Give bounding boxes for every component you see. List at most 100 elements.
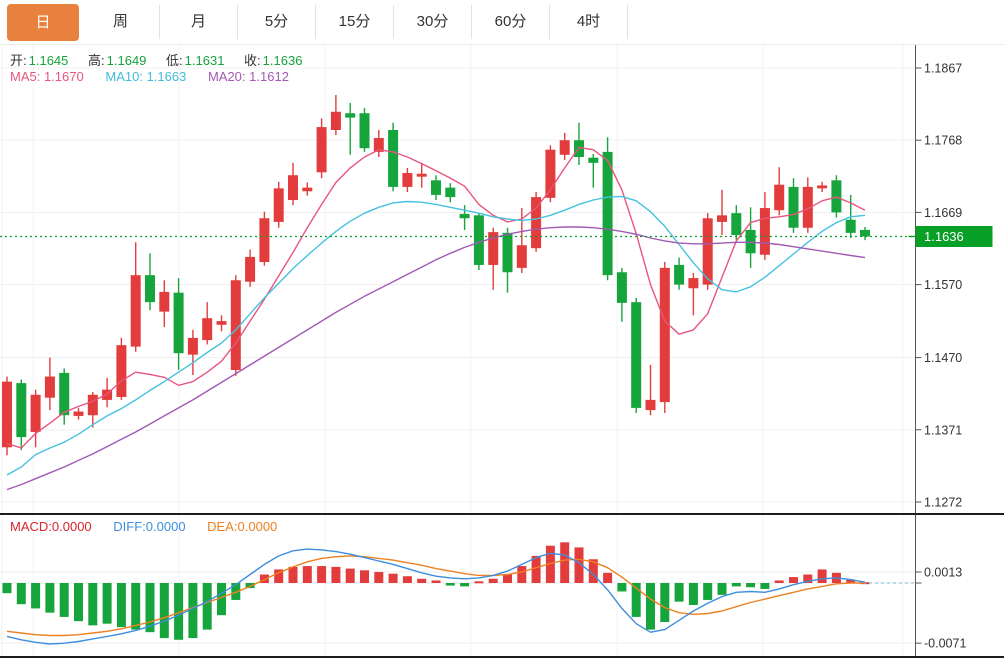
candle-body[interactable] — [259, 218, 270, 263]
macd-bar[interactable] — [274, 569, 284, 583]
macd-bar[interactable] — [488, 578, 498, 583]
macd-bar[interactable] — [460, 583, 470, 587]
candle-body[interactable] — [431, 180, 441, 195]
candle-body[interactable] — [488, 232, 499, 265]
macd-bar[interactable] — [503, 574, 512, 583]
candle-body[interactable] — [817, 185, 828, 189]
macd-bar[interactable] — [159, 583, 169, 639]
macd-bar[interactable] — [317, 566, 327, 583]
candle-body[interactable] — [802, 186, 813, 228]
macd-bar[interactable] — [288, 566, 298, 583]
macd-bar[interactable] — [345, 568, 355, 583]
candle-body[interactable] — [330, 111, 341, 130]
candle-body[interactable] — [245, 256, 256, 282]
macd-bar[interactable] — [560, 542, 570, 583]
candle-body[interactable] — [745, 229, 756, 254]
candle-body[interactable] — [688, 278, 699, 289]
candle-body[interactable] — [845, 219, 856, 233]
macd-bar[interactable] — [631, 583, 641, 617]
candle-body[interactable] — [288, 175, 298, 201]
macd-bar[interactable] — [717, 583, 727, 595]
candle-body[interactable] — [216, 321, 227, 325]
macd-bar[interactable] — [360, 570, 369, 583]
candle-body[interactable] — [302, 187, 313, 192]
macd-bar[interactable] — [231, 583, 241, 600]
candle-body[interactable] — [87, 394, 98, 416]
macd-bar[interactable] — [217, 583, 226, 616]
candle-body[interactable] — [731, 213, 742, 236]
candle-body[interactable] — [831, 180, 842, 213]
candle-body[interactable] — [373, 138, 384, 152]
macd-bar[interactable] — [402, 576, 412, 583]
candle-body[interactable] — [473, 215, 484, 265]
candle-body[interactable] — [502, 232, 513, 273]
candle-body[interactable] — [44, 376, 55, 398]
macd-bar[interactable] — [646, 583, 655, 630]
macd-bar[interactable] — [431, 580, 441, 583]
candle-body[interactable] — [402, 173, 413, 187]
macd-bar[interactable] — [116, 583, 126, 628]
tab-week[interactable]: 周 — [82, 5, 160, 39]
candle-body[interactable] — [717, 215, 727, 222]
macd-bar[interactable] — [31, 583, 41, 609]
candle-body[interactable] — [445, 187, 456, 198]
candle-body[interactable] — [2, 381, 12, 448]
candle-body[interactable] — [202, 318, 213, 341]
macd-bar[interactable] — [2, 583, 12, 594]
candle-body[interactable] — [59, 372, 70, 416]
candle-body[interactable] — [588, 157, 599, 163]
macd-bar[interactable] — [603, 572, 613, 583]
tab-day[interactable]: 日 — [7, 3, 79, 41]
macd-bar[interactable] — [574, 547, 584, 583]
macd-bar[interactable] — [302, 566, 312, 583]
macd-bar[interactable] — [202, 583, 212, 630]
candle-body[interactable] — [116, 345, 127, 397]
macd-bar[interactable] — [245, 583, 255, 589]
macd-bar[interactable] — [789, 577, 798, 583]
tab-month[interactable]: 月 — [160, 5, 238, 39]
macd-bar[interactable] — [131, 583, 141, 630]
macd-bar[interactable] — [445, 583, 455, 586]
macd-bar[interactable] — [388, 573, 398, 583]
macd-bar[interactable] — [74, 583, 83, 622]
macd-bar[interactable] — [731, 583, 741, 587]
candle-body[interactable] — [860, 229, 870, 237]
macd-bar[interactable] — [59, 583, 69, 617]
macd-bar[interactable] — [688, 583, 698, 606]
macd-bar[interactable] — [846, 579, 856, 583]
candle-body[interactable] — [645, 399, 656, 411]
candle-body[interactable] — [759, 208, 770, 255]
candle-body[interactable] — [416, 173, 427, 177]
macd-chart-panel[interactable]: 0.0013 -0.0071 — [0, 515, 1004, 657]
candle-body[interactable] — [359, 113, 370, 149]
candle-body[interactable] — [130, 275, 141, 347]
candle-body[interactable] — [702, 218, 713, 285]
candle-body[interactable] — [145, 275, 155, 303]
candle-body[interactable] — [516, 245, 527, 268]
macd-bar[interactable] — [774, 580, 784, 583]
candle-body[interactable] — [273, 188, 284, 222]
candle-body[interactable] — [159, 291, 170, 312]
candle-body[interactable] — [602, 151, 613, 276]
candle-body[interactable] — [316, 127, 327, 173]
macd-bar[interactable] — [545, 545, 555, 583]
macd-bar[interactable] — [703, 583, 713, 600]
candle-body[interactable] — [459, 213, 470, 219]
candle-body[interactable] — [631, 302, 642, 408]
candle-body[interactable] — [674, 264, 685, 285]
macd-bar[interactable] — [374, 571, 384, 583]
macd-bar[interactable] — [417, 578, 427, 583]
macd-bar[interactable] — [674, 583, 684, 602]
macd-bar[interactable] — [45, 583, 55, 613]
candle-body[interactable] — [187, 337, 198, 355]
macd-bar[interactable] — [746, 583, 756, 588]
candle-body[interactable] — [230, 280, 241, 370]
macd-bar[interactable] — [259, 574, 269, 583]
macd-bar[interactable] — [760, 583, 770, 589]
tab-30min[interactable]: 30分 — [394, 5, 472, 39]
candle-body[interactable] — [788, 186, 799, 228]
candle-body[interactable] — [30, 394, 41, 432]
macd-bar[interactable] — [474, 581, 484, 584]
candle-body[interactable] — [173, 292, 184, 354]
candle-body[interactable] — [73, 411, 84, 416]
